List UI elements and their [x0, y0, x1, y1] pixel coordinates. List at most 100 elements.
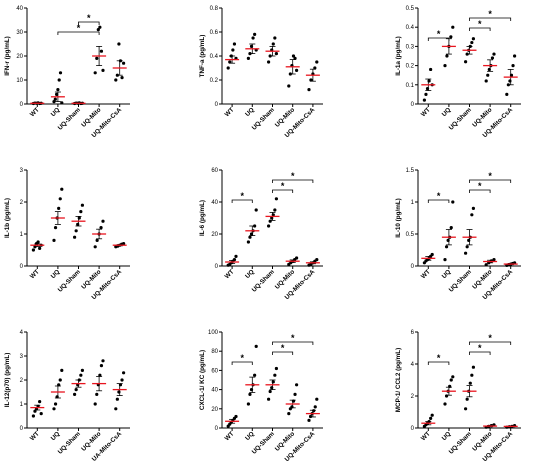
significance-star: * — [478, 181, 482, 191]
y-tick-label: 2 — [411, 394, 415, 400]
x-category-label: UQ-Sham — [57, 106, 83, 132]
significance-star: * — [478, 19, 482, 29]
y-tick-label: 1.5 — [406, 168, 415, 174]
data-point — [443, 402, 447, 406]
data-point — [267, 397, 271, 401]
x-category-label: UQ — [441, 106, 453, 118]
y-tick-label: 40 — [211, 388, 218, 394]
data-point — [271, 42, 275, 46]
data-point — [101, 68, 105, 72]
data-point — [115, 397, 119, 401]
data-point — [60, 187, 64, 191]
data-point — [95, 238, 99, 242]
data-point — [465, 397, 469, 401]
x-category-label: WT — [224, 106, 236, 118]
y-tick-label: 1 — [411, 200, 415, 206]
data-point — [120, 378, 124, 382]
data-point — [430, 413, 434, 417]
data-point — [291, 54, 296, 58]
y-tick-label: 2 — [20, 378, 24, 384]
y-tick-label: 0.2 — [210, 78, 219, 84]
x-category-label: WT — [420, 430, 432, 442]
data-point — [253, 32, 257, 37]
data-point — [93, 71, 97, 75]
x-category-label: UQ-Sham — [448, 268, 474, 294]
data-point — [95, 56, 99, 61]
chart-panel-2: 0 0.1 0.2 0.3 0.4 0.5 IL-1a (pg/mL) WT UQUQ-Sham… — [395, 6, 521, 139]
y-tick-label: 20 — [16, 54, 23, 60]
y-tick-label: 3 — [20, 168, 24, 174]
data-point — [470, 213, 474, 217]
y-tick-label: 0.5 — [406, 6, 415, 12]
x-category-label: UQ-Sham — [448, 430, 474, 456]
data-point — [470, 373, 474, 377]
significance-bracket — [469, 341, 512, 345]
data-point — [273, 208, 277, 212]
x-category-label: UQ-Sham — [251, 268, 277, 294]
data-point — [122, 371, 126, 375]
data-point — [274, 366, 278, 371]
data-point — [273, 373, 277, 377]
y-tick-label: 3 — [20, 354, 24, 360]
data-point — [39, 412, 43, 416]
significance-star: * — [437, 353, 441, 363]
data-point — [449, 35, 453, 39]
x-category-label: UQ-Sham — [251, 106, 277, 132]
x-category-label: WT — [224, 430, 236, 442]
y-tick-label: 0 — [215, 102, 219, 108]
y-tick-label: 40 — [16, 6, 23, 12]
data-point — [449, 378, 453, 382]
significance-bracket — [469, 351, 491, 355]
x-category-label: UQ — [244, 268, 256, 280]
data-point — [58, 378, 62, 382]
data-point — [464, 60, 468, 64]
y-tick-label: 0.5 — [406, 232, 415, 238]
data-point — [38, 246, 42, 250]
data-point — [308, 414, 313, 419]
data-point — [486, 73, 490, 77]
y-tick-label: 0 — [411, 264, 415, 270]
data-point — [74, 388, 78, 392]
data-point — [268, 389, 272, 394]
x-category-label: UQ — [244, 106, 256, 118]
y-tick-label: 0 — [20, 264, 24, 270]
data-point — [315, 60, 319, 64]
data-point — [31, 414, 35, 418]
data-point — [443, 258, 447, 262]
data-point — [232, 42, 237, 46]
y-tick-label: 0.4 — [406, 25, 415, 31]
y-tick-label: 4 — [20, 330, 24, 336]
y-tick-label: 0 — [411, 102, 415, 108]
data-point — [267, 224, 271, 228]
data-point — [445, 54, 449, 58]
chart-panel-7: 0 20 40 60 80 100 CXCL-1/ KC (pg/mL) WT UQUQ-Sha… — [199, 330, 323, 463]
y-tick-label: 100 — [208, 330, 219, 336]
data-point — [246, 402, 250, 406]
data-point — [430, 252, 434, 257]
significance-bracket — [469, 17, 512, 21]
data-point — [492, 52, 496, 56]
data-point — [307, 418, 311, 422]
data-point — [80, 203, 84, 207]
data-point — [57, 383, 61, 387]
data-point — [505, 92, 509, 96]
data-point — [274, 197, 278, 201]
data-point — [99, 364, 104, 368]
data-point — [315, 258, 319, 262]
data-point — [513, 54, 517, 58]
significance-bracket — [272, 179, 314, 183]
significance-star: * — [240, 191, 244, 201]
y-tick-label: 30 — [16, 30, 23, 36]
x-category-label: UQ-Sham — [57, 430, 83, 456]
significance-star: * — [478, 343, 482, 353]
data-point — [315, 397, 319, 401]
data-point — [443, 64, 447, 68]
y-tick-label: 6 — [411, 330, 415, 336]
data-point — [52, 238, 56, 242]
data-point — [93, 402, 97, 406]
data-point — [80, 368, 84, 372]
y-tick-label: 0.3 — [406, 44, 415, 50]
significance-bracket — [469, 189, 491, 193]
significance-bracket — [231, 361, 253, 365]
data-point — [444, 245, 449, 249]
